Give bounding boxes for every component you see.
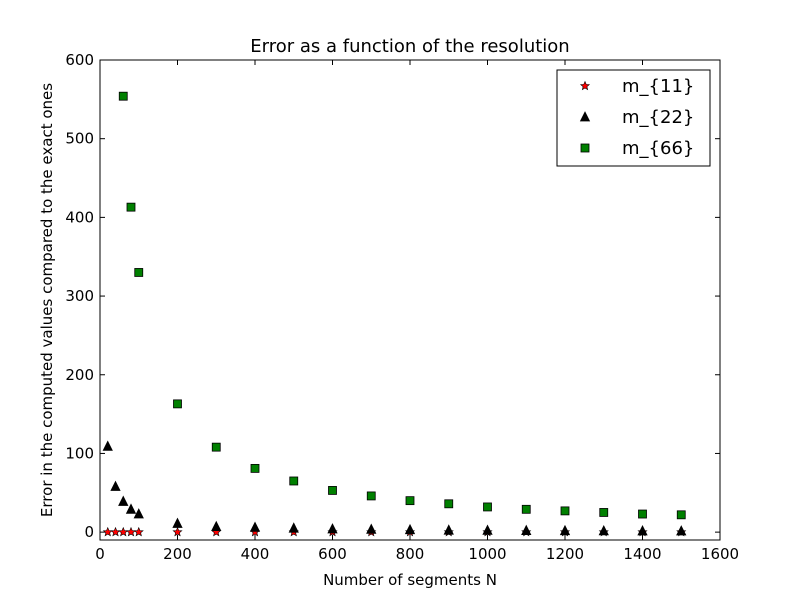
data-point [110, 526, 121, 537]
x-tick-label: 400 [241, 545, 270, 563]
y-axis-label: Error in the computed values compared to… [38, 83, 56, 517]
data-point [598, 524, 609, 536]
series-star [102, 526, 687, 537]
data-point [173, 399, 182, 409]
y-tick-label: 100 [65, 444, 94, 462]
data-point [172, 517, 183, 528]
y-tick-label: 600 [65, 51, 94, 69]
series-square [118, 91, 686, 520]
legend-marker [580, 143, 590, 153]
data-point [327, 523, 338, 534]
legend-label: m_{11} [622, 76, 694, 97]
data-point [482, 524, 493, 535]
data-point [405, 496, 415, 506]
legend-item: m_{11} [579, 76, 694, 97]
x-tick-label: 1200 [546, 545, 584, 563]
x-tick-label: 1600 [701, 545, 739, 563]
data-point [404, 523, 416, 535]
y-tick-label: 0 [84, 523, 94, 541]
legend-item: m_{22} [579, 107, 694, 128]
data-point [521, 504, 531, 514]
data-point [133, 526, 144, 537]
legend-label: m_{66} [622, 138, 694, 159]
y-tick-label: 400 [65, 208, 94, 226]
legend-marker [579, 111, 591, 122]
x-tick-label: 600 [318, 545, 347, 563]
axis-ticks: 0 200 400 600 800 1000 1200 1400 1600 0 100 200 300 4… [65, 51, 739, 563]
data-point [483, 502, 492, 512]
data-point [110, 480, 121, 491]
chart-title: Error as a function of the resolution [250, 36, 569, 57]
y-tick-label: 200 [65, 366, 94, 384]
data-point [521, 524, 532, 535]
legend-marker [579, 80, 591, 91]
data-point [366, 491, 376, 501]
data-point [599, 508, 609, 517]
data-point [118, 495, 129, 506]
data-point [559, 524, 571, 536]
data-point [443, 524, 454, 535]
y-tick-label: 300 [65, 287, 94, 305]
data-point [366, 523, 377, 534]
data-point [249, 521, 261, 532]
data-point [288, 522, 299, 533]
data-point [102, 526, 113, 537]
data-point [125, 503, 137, 514]
data-point [126, 202, 136, 212]
data-point [250, 463, 260, 473]
data-point [676, 525, 687, 536]
x-tick-label: 1000 [468, 545, 506, 563]
x-tick-label: 800 [396, 545, 425, 563]
data-point [125, 526, 137, 537]
legend-item: m_{66} [580, 138, 694, 159]
data-marks [102, 91, 687, 537]
x-tick-label: 1400 [623, 545, 661, 563]
y-tick-label: 500 [65, 130, 94, 148]
data-point [133, 508, 144, 519]
legend-label: m_{22} [622, 107, 694, 128]
data-point [637, 525, 648, 536]
data-point [211, 442, 221, 452]
x-tick-label: 200 [163, 545, 192, 563]
plot-frame [99, 59, 721, 541]
data-point [211, 520, 222, 532]
x-axis-label: Number of segments N [323, 571, 497, 589]
data-point [638, 509, 647, 519]
data-point [134, 268, 144, 277]
legend: m_{11} m_{22} m_{66} [556, 69, 711, 167]
data-point [118, 91, 128, 101]
data-point [118, 526, 129, 537]
series-triangle [102, 440, 687, 536]
x-tick-label: 0 [95, 545, 105, 563]
data-point [444, 499, 454, 509]
data-point [676, 510, 686, 520]
data-point [560, 506, 570, 516]
data-point [289, 476, 299, 486]
data-point [328, 486, 337, 495]
data-point [102, 440, 113, 451]
data-point [172, 526, 183, 537]
